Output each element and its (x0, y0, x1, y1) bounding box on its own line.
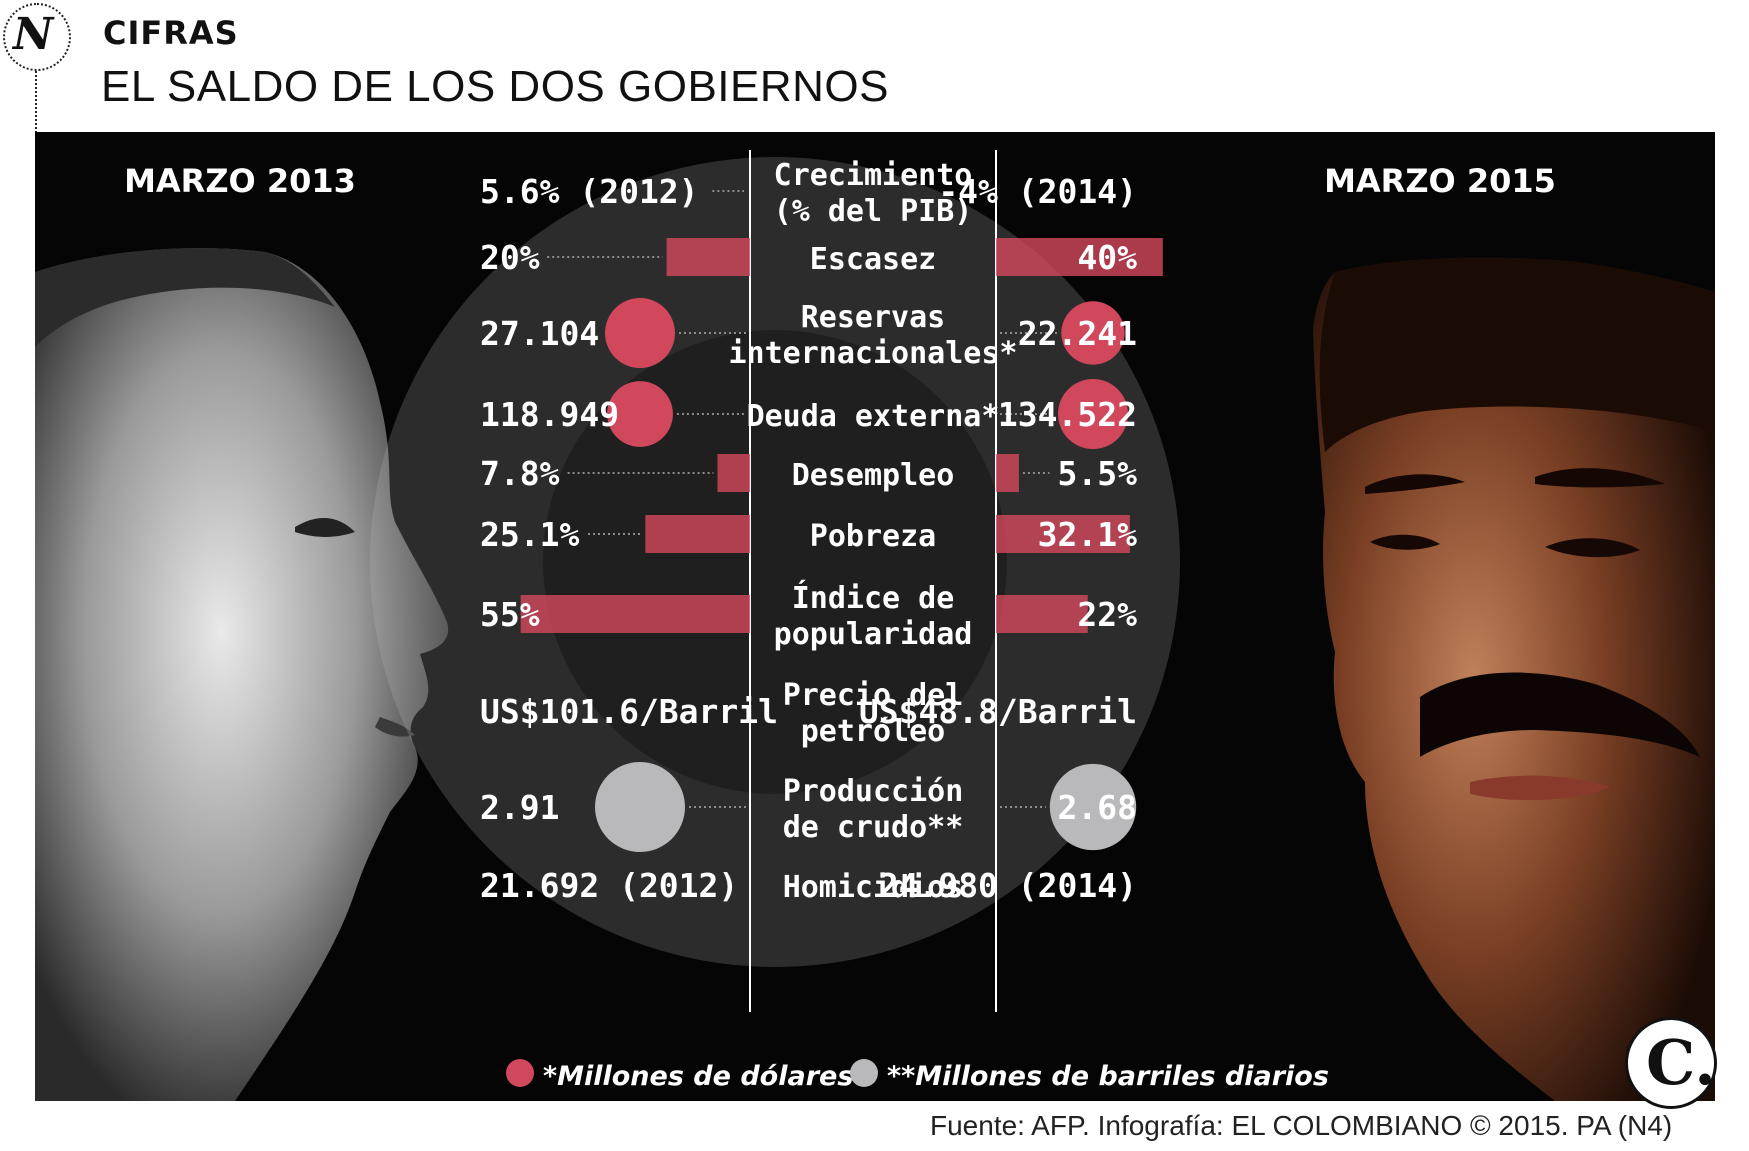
logo-connector-line (35, 71, 37, 133)
source-credit: Fuente: AFP. Infografía: EL COLOMBIANO ©… (930, 1110, 1673, 1141)
row-label: de crudo** (783, 810, 964, 845)
page-title: EL SALDO DE LOS DOS GOBIERNOS (101, 62, 889, 111)
right-bar (996, 454, 1019, 492)
left-value: 5.6% (2012) (480, 172, 699, 211)
right-bar (996, 238, 1163, 276)
legend-label-barrels: **Millones de barriles diarios (887, 1061, 1329, 1092)
right-value: US$48.8/Barril (859, 692, 1137, 731)
left-value: 27.104 (480, 314, 599, 353)
left-value: 21.692 (2012) (480, 866, 738, 905)
row-label: Desempleo (792, 458, 955, 493)
row-label: Índice de (792, 580, 955, 616)
left-value: 20% (480, 238, 540, 277)
right-value: 32.1% (1038, 515, 1137, 554)
left-value: 118.949 (480, 395, 619, 434)
row-label: internacionales* (729, 336, 1018, 371)
right-value: 2.68 (1058, 788, 1137, 827)
row-label: Producción (783, 774, 964, 809)
right-circle (1049, 763, 1137, 851)
right-bar (996, 515, 1130, 553)
right-value: 24.980 (2014) (879, 866, 1137, 905)
row-label: Escasez (810, 242, 936, 277)
left-bar (645, 515, 750, 553)
right-value: 40% (1077, 238, 1137, 277)
right-value: 22% (1077, 595, 1137, 634)
left-bar (520, 595, 750, 633)
right-value: 5.5% (1058, 454, 1138, 493)
infographic-panel: MARZO 2013 MARZO 2015 Crecimiento (% del … (35, 132, 1715, 1101)
left-period-label: MARZO 2013 (124, 162, 356, 200)
left-bar (717, 454, 750, 492)
right-circle (1061, 301, 1125, 365)
right-value: 22.241 (1018, 314, 1137, 353)
row-label: petróleo (801, 714, 946, 749)
right-portrait (1313, 257, 1715, 1101)
left-value: US$101.6/Barril (480, 692, 778, 731)
left-value: 25.1% (480, 515, 579, 554)
comparison-chart: MARZO 2013 MARZO 2015 Crecimiento(% del … (35, 150, 1715, 1101)
left-circle (605, 298, 675, 368)
left-circle (607, 381, 673, 447)
brand-mark-icon: C. (1625, 1017, 1717, 1109)
row-label: Pobreza (810, 519, 936, 554)
left-value: 2.91 (480, 788, 559, 827)
row-label: Precio del (783, 678, 964, 713)
watermark-center (543, 330, 1007, 794)
legend-marker-barrels (850, 1059, 878, 1087)
watermark-ring (370, 157, 1180, 967)
left-value: 7.8% (480, 454, 560, 493)
right-circle (1058, 379, 1128, 449)
legend-marker-usd (506, 1059, 534, 1087)
row-label: (% del PIB) (774, 194, 973, 229)
row-label: Crecimiento (774, 158, 973, 193)
row-label: Deuda externa* (747, 399, 1000, 434)
row-label: Reservas (801, 300, 946, 335)
right-value: 134.522 (998, 395, 1137, 434)
left-circle (595, 762, 685, 852)
left-bar (666, 238, 750, 276)
newspaper-logo-icon: N (3, 3, 71, 71)
right-bar (996, 595, 1088, 633)
row-label: Homicidios (783, 870, 964, 905)
legend-label-usd: *Millones de dólares (543, 1061, 853, 1092)
section-kicker: CIFRAS (103, 14, 239, 52)
left-portrait (35, 248, 449, 1101)
left-value: 55% (480, 595, 540, 634)
row-label: popularidad (774, 617, 973, 652)
comparison-rows: Crecimiento(% del PIB) 5.6% (2012) -4% (20… (480, 158, 1163, 905)
legend: *Millones de dólares **Millones de barri… (506, 1059, 1329, 1092)
right-value: -4% (2014) (938, 172, 1137, 211)
right-period-label: MARZO 2015 (1324, 162, 1556, 200)
